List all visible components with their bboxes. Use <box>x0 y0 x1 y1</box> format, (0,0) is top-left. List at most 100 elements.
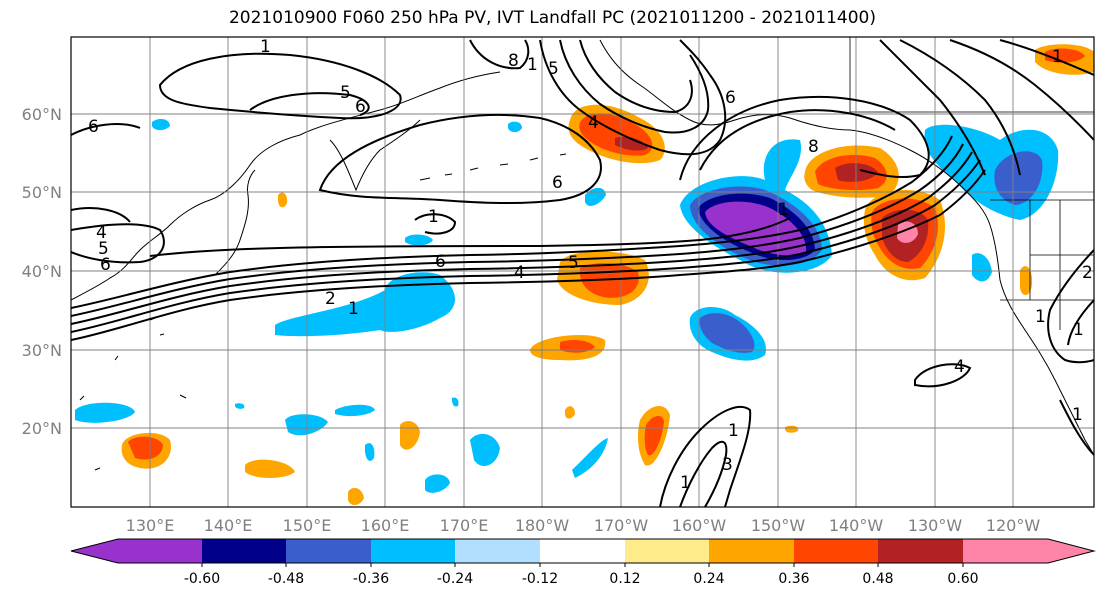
negative-anomaly-small-13 <box>235 403 245 409</box>
pv-contour-28 <box>414 213 457 235</box>
negative-anomaly-small-7 <box>405 234 433 246</box>
border-states <box>1000 200 1094 330</box>
pv-contour-25 <box>914 363 972 388</box>
pv-contour-19 <box>879 39 986 176</box>
lon-label-120w: 120°W <box>986 516 1041 535</box>
contour-label: 6 <box>355 97 366 117</box>
lat-label-40n: 40°N <box>22 262 62 281</box>
pv-contour-2 <box>71 159 981 333</box>
longitude-labels: 130°E 140°E 150°E 160°E 170°E 180°W 170°… <box>126 516 1041 535</box>
contour-label: 6 <box>88 117 99 137</box>
coastline-aleutians <box>419 153 567 181</box>
colorbar: -0.60 -0.48 -0.36 -0.24 -0.12 0.12 0.24 … <box>70 538 1096 587</box>
contour-label: 1 <box>428 207 439 227</box>
map-frame <box>70 36 1095 508</box>
contour-label: 1 <box>680 473 691 493</box>
colorbar-outline <box>70 538 1096 564</box>
pv-contour-3 <box>71 151 973 325</box>
pv-contour-12 <box>71 123 141 136</box>
lon-label-180w: 180°W <box>515 516 570 535</box>
colorbar-segment <box>963 539 1048 563</box>
colorbar-labels: -0.60 -0.48 -0.36 -0.24 -0.12 0.12 0.24 … <box>184 571 979 587</box>
colorbar-tick-label: -0.36 <box>353 571 389 587</box>
pv-contour-18 <box>699 109 896 171</box>
colorbar-segment <box>118 539 202 563</box>
contour-label: 4 <box>514 263 525 283</box>
lon-label-130e: 130°E <box>126 516 175 535</box>
pv-contour-22 <box>999 39 1094 76</box>
contour-label: 2 <box>325 289 336 309</box>
contour-label: 1 <box>348 299 359 319</box>
positive-anomaly-small-1 <box>245 459 295 478</box>
pv-contour-11 <box>71 207 131 223</box>
colorbar-segment <box>455 539 540 563</box>
contour-label: 2 <box>1082 263 1093 283</box>
negative-anomaly-small-3 <box>335 404 375 417</box>
negative-anomaly-small-10 <box>508 121 522 133</box>
colorbar-segments <box>71 539 1094 563</box>
pv-contour-26 <box>659 405 752 507</box>
colorbar-ticks <box>201 563 964 567</box>
positive-anomaly-small-9 <box>785 425 799 433</box>
contour-label: 5 <box>568 253 579 273</box>
pv-contour-29 <box>1059 399 1094 456</box>
negative-anomaly-small-6 <box>425 474 450 493</box>
negative-anomaly-small-11 <box>972 253 992 282</box>
lat-label-30n: 30°N <box>22 341 62 360</box>
pv-contour-23 <box>1047 249 1094 364</box>
colorbar-tick-label: -0.24 <box>437 571 473 587</box>
contour-label: 1 <box>778 200 789 220</box>
pv-contour-10 <box>71 223 165 264</box>
lon-label-130w: 130°W <box>908 516 963 535</box>
negative-anomaly-small-1 <box>75 402 135 423</box>
positive-anomaly-bering-max <box>615 136 648 151</box>
pv-contour-6 <box>149 217 791 257</box>
lon-label-150w: 150°W <box>751 516 806 535</box>
pv-contour-14 <box>559 39 710 134</box>
contour-label: 1 <box>1035 307 1046 327</box>
coastline-japan <box>214 169 256 276</box>
positive-anomaly-subtropical-core <box>560 339 595 353</box>
pv-contour-5 <box>71 135 953 309</box>
pv-contours <box>71 39 1094 507</box>
negative-anomaly-central <box>275 272 455 337</box>
lon-label-160w: 160°W <box>672 516 727 535</box>
colorbar-tick-label: 0.24 <box>693 571 724 587</box>
lon-label-170e: 170°E <box>440 516 489 535</box>
colorbar-segment <box>709 539 794 563</box>
contour-label: 1 <box>728 421 739 441</box>
contour-label: 1 <box>1073 320 1084 340</box>
contour-labels: 1 5 6 8 1 5 4 6 1 6 4 5 6 2 1 6 4 5 6 1 … <box>88 37 1093 493</box>
pv-contour-8 <box>158 52 402 120</box>
contour-label: 1 <box>527 55 538 75</box>
contour-label: 4 <box>954 357 965 377</box>
negative-anomaly-small-14 <box>452 397 459 407</box>
colorbar-segment <box>286 539 371 563</box>
contour-label: 6 <box>435 252 446 272</box>
pv-contour-7 <box>318 113 602 205</box>
contour-label: 8 <box>808 137 819 157</box>
colorbar-tick-label: -0.48 <box>268 571 304 587</box>
colorbar-tick-label: -0.12 <box>522 571 558 587</box>
latitude-labels: 60°N 50°N 40°N 30°N 20°N <box>22 105 62 438</box>
coastline-kamchatka <box>329 119 421 192</box>
lon-label-140e: 140°E <box>204 516 253 535</box>
colorbar-segment <box>625 539 709 563</box>
lat-label-50n: 50°N <box>22 183 62 202</box>
positive-anomaly-small-5 <box>565 406 575 419</box>
coastline-alaska <box>599 39 991 226</box>
pv-contour-21 <box>949 39 1094 141</box>
map-title: 2021010900 F060 250 hPa PV, IVT Landfall… <box>228 8 876 28</box>
contour-label: 1 <box>1072 405 1083 425</box>
lat-label-60n: 60°N <box>22 105 62 124</box>
pv-contour-24 <box>1067 299 1094 346</box>
contour-label: 6 <box>552 173 563 193</box>
pv-contour-16 <box>469 39 530 70</box>
pv-contour-4 <box>71 143 964 317</box>
contour-label: 6 <box>725 88 736 108</box>
negative-anomaly-small-5 <box>572 438 608 478</box>
lon-label-170w: 170°W <box>594 516 649 535</box>
pv-contour-20 <box>899 39 1021 176</box>
contour-label: 3 <box>722 455 733 475</box>
